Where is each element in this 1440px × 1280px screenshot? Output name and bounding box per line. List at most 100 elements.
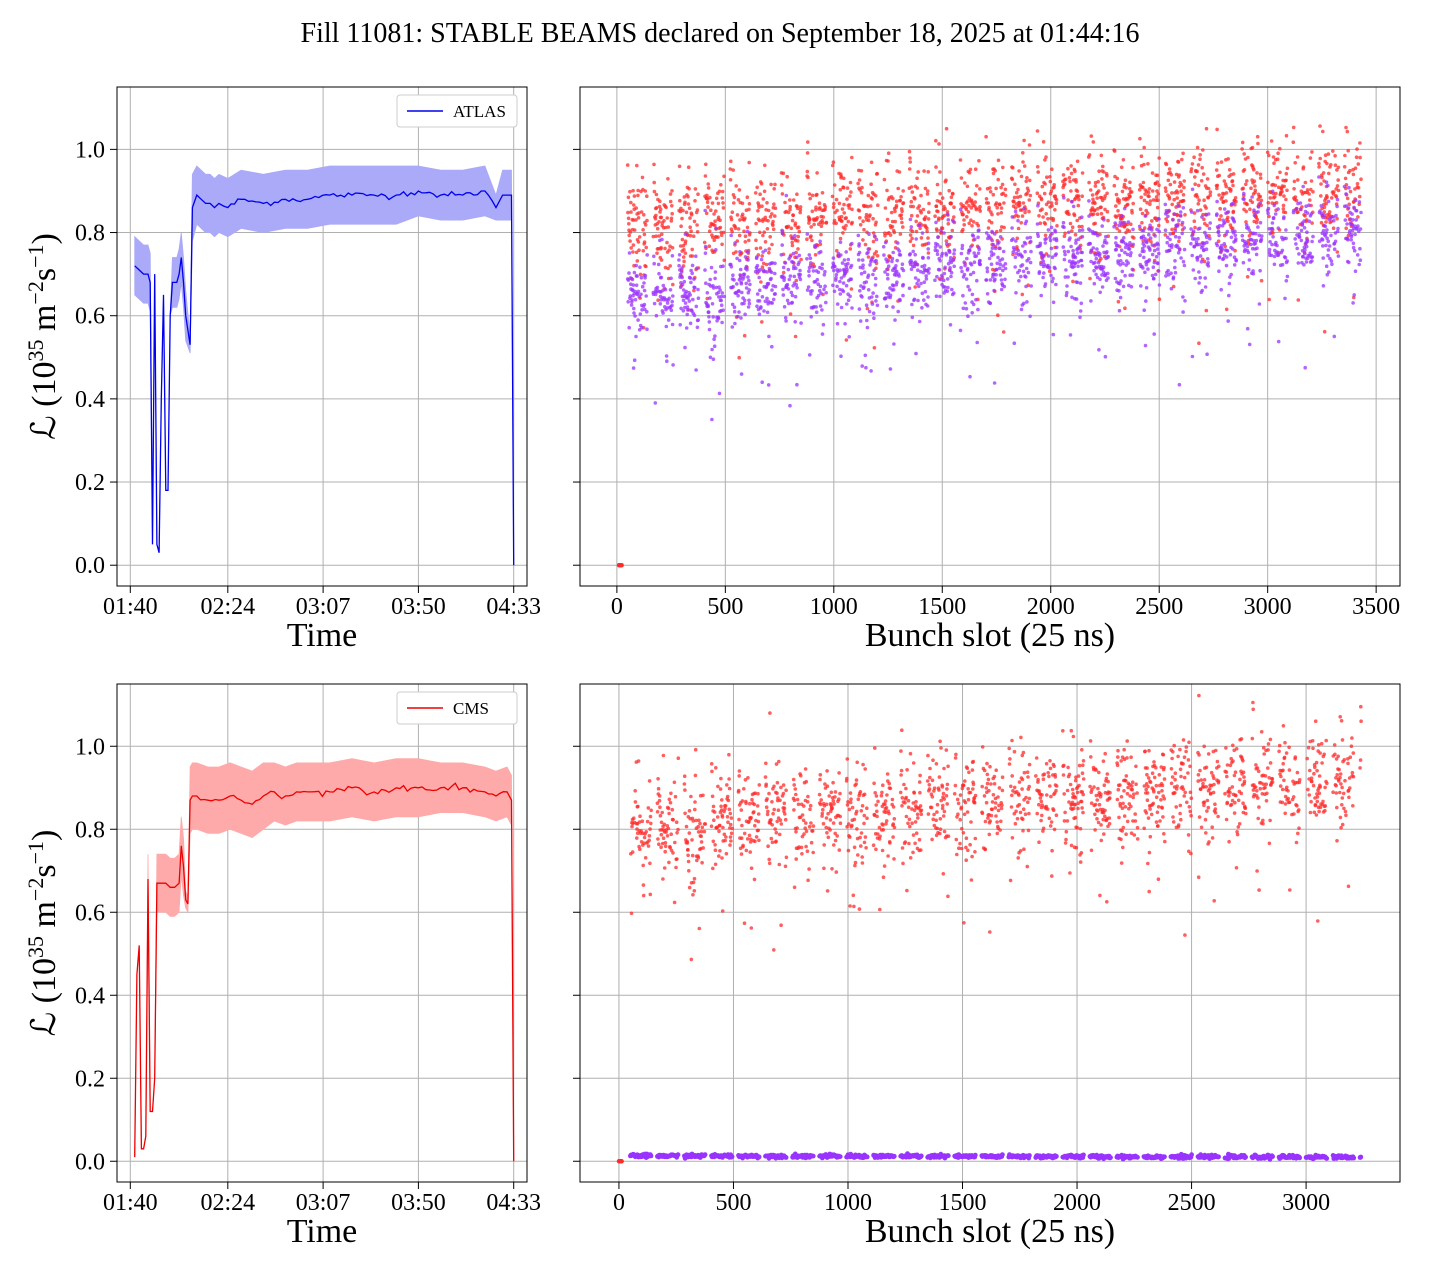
data-point (1264, 782, 1268, 786)
data-point (964, 277, 969, 281)
data-point (1176, 245, 1180, 249)
data-point (1222, 179, 1227, 183)
data-point (1227, 281, 1232, 286)
data-point (923, 215, 928, 219)
data-point (1255, 869, 1259, 873)
data-point (1091, 212, 1096, 216)
data-point (627, 222, 631, 226)
data-point (1281, 203, 1286, 208)
data-point (816, 293, 821, 298)
data-point (706, 310, 711, 314)
data-point (862, 227, 866, 232)
data-point (1231, 759, 1235, 763)
data-point (965, 184, 970, 189)
data-point (721, 206, 726, 210)
data-point (876, 832, 880, 836)
data-point (943, 285, 947, 289)
data-point (1173, 234, 1178, 239)
data-point (915, 281, 919, 286)
data-point (1217, 255, 1222, 259)
data-point (893, 219, 897, 224)
data-point (1097, 770, 1101, 775)
data-point (1094, 793, 1099, 798)
data-point (1358, 141, 1362, 145)
data-point (783, 261, 788, 265)
data-point (1228, 790, 1232, 795)
data-point (1079, 851, 1084, 855)
data-point (1287, 768, 1292, 772)
data-point (683, 301, 688, 305)
data-point (755, 292, 760, 296)
data-point (690, 254, 695, 258)
data-point (1181, 762, 1185, 766)
data-point (1101, 182, 1105, 187)
data-point (1088, 241, 1092, 246)
data-point (772, 784, 776, 789)
data-point (953, 756, 958, 760)
data-point (1189, 227, 1193, 231)
data-point (1157, 251, 1161, 256)
data-point (1156, 261, 1160, 266)
data-point (852, 904, 856, 909)
data-point (757, 299, 762, 303)
data-point (942, 829, 947, 834)
data-point (706, 186, 711, 190)
data-point (711, 286, 716, 290)
data-point (1299, 228, 1304, 233)
data-point (1267, 841, 1272, 846)
data-point (687, 187, 691, 191)
data-point (993, 246, 998, 251)
data-point (680, 266, 684, 270)
data-point (687, 831, 692, 835)
data-point (865, 816, 869, 820)
plot-area (134, 758, 515, 1162)
data-point (788, 254, 792, 259)
data-point (639, 325, 644, 330)
data-point (1196, 236, 1200, 241)
data-point (755, 263, 760, 268)
data-point (1231, 172, 1236, 176)
data-point (1087, 180, 1091, 185)
data-point (890, 256, 895, 261)
data-point (820, 266, 824, 271)
data-point (896, 186, 900, 191)
data-point (1152, 260, 1157, 265)
data-point (1117, 308, 1122, 313)
data-point (695, 208, 700, 212)
data-point (1145, 791, 1150, 795)
data-point (694, 304, 699, 309)
data-point (809, 292, 813, 296)
data-point (1178, 747, 1182, 752)
data-point (1325, 195, 1329, 200)
data-point (1073, 169, 1077, 174)
data-point (1234, 199, 1238, 204)
data-point (1343, 218, 1348, 222)
data-point (1027, 209, 1031, 214)
data-point (1358, 258, 1363, 263)
x-tick-label: 500 (707, 594, 743, 620)
data-point (1069, 843, 1074, 848)
data-point (1283, 255, 1288, 260)
data-point (740, 799, 745, 803)
data-point (865, 306, 870, 311)
data-point (1013, 255, 1018, 260)
data-point (1256, 796, 1260, 800)
data-point (663, 849, 667, 854)
data-point (970, 311, 974, 315)
data-point (1216, 814, 1220, 819)
data-point (757, 275, 761, 280)
data-point (1054, 813, 1059, 817)
data-point (780, 228, 784, 233)
y-tick-label: 0.8 (75, 817, 105, 843)
data-point (1358, 246, 1362, 251)
data-point (1208, 221, 1212, 225)
data-point (671, 851, 675, 855)
data-point (1310, 221, 1314, 225)
data-point (971, 759, 976, 764)
data-point (924, 277, 929, 281)
data-point (694, 368, 698, 372)
data-point (652, 180, 656, 185)
data-point (728, 835, 733, 839)
data-point (1157, 773, 1162, 777)
data-point (638, 847, 642, 851)
